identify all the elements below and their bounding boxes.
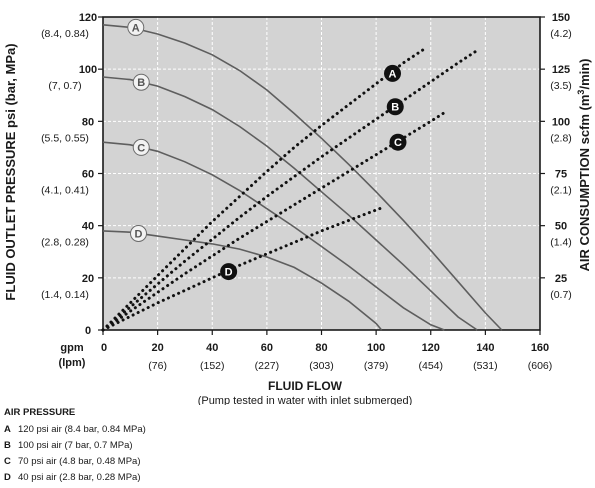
legend-key-c: C	[4, 456, 11, 467]
right-tick-sublabel-125: (3.5)	[550, 80, 572, 92]
right-tick-label-100: 100	[552, 116, 570, 128]
left-tick-label-20: 20	[82, 273, 94, 285]
pressure-marker-label-c: C	[137, 142, 145, 154]
pressure-curve-d	[102, 230, 383, 331]
right-axis-title-superscript: 3	[576, 90, 586, 95]
left-tick-label-40: 40	[82, 221, 94, 233]
x-tick-sublabel-140: (531)	[473, 360, 498, 372]
right-axis-title: AIR CONSUMPTION scfm (m3/min)	[576, 58, 592, 271]
pressure-marker-b	[132, 73, 150, 91]
legend-item-d: D 40 psi air (2.8 bar, 0.28 MPa)	[4, 470, 304, 486]
right-tick-sublabel-50: (1.4)	[550, 237, 572, 249]
x-unit-secondary: (lpm)	[59, 357, 86, 369]
pressure-marker-a	[127, 18, 145, 36]
right-axis-title-main: AIR CONSUMPTION scfm (m	[577, 95, 592, 272]
pressure-marker-label-d: D	[135, 228, 143, 240]
pump-performance-chart: 0 20 (1.4, 0.14) 40 (2.8, 0.28) 60 (4.1, 0.41)…	[3, 12, 592, 405]
air-marker-label-c: C	[394, 137, 402, 149]
x-tick-sublabel-160: (606)	[528, 360, 553, 372]
left-tick-sublabel-20: (1.4, 0.14)	[41, 289, 89, 301]
right-tick-label-125: 125	[552, 64, 570, 76]
right-tick-sublabel-25: (0.7)	[550, 289, 572, 301]
legend-key-d: D	[4, 472, 11, 483]
x-tick-sublabel-120: (454)	[418, 360, 443, 372]
air-marker-label-a: A	[389, 68, 397, 80]
x-axis-title: FLUID FLOW	[268, 379, 343, 393]
air-marker-label-d: D	[225, 267, 233, 279]
x-tick-sublabel-60: (227)	[255, 360, 280, 372]
x-tick-label-120: 120	[422, 342, 440, 354]
legend-item-a: A 120 psi air (8.4 bar, 0.84 MPa)	[4, 422, 304, 438]
x-tick-label-60: 60	[261, 342, 273, 354]
x-unit-primary: gpm	[60, 342, 83, 354]
legend-text-d: 40 psi air (2.8 bar, 0.28 MPa)	[18, 472, 141, 483]
right-tick-sublabel-150: (4.2)	[550, 28, 572, 40]
legend-item-b: B 100 psi air (7 bar, 0.7 MPa)	[4, 438, 304, 454]
right-tick-label-75: 75	[555, 169, 567, 181]
right-tick-sublabel-75: (2.1)	[550, 185, 572, 197]
air-curve-a	[101, 46, 427, 332]
x-tick-sublabel-40: (152)	[200, 360, 225, 372]
x-tick-label-140: 140	[476, 342, 494, 354]
x-tick-sublabel-20: (76)	[148, 360, 167, 372]
air-curve-c	[101, 109, 449, 332]
air-marker-a	[384, 64, 402, 82]
air-marker-c	[389, 133, 407, 151]
legend-key-b: B	[4, 440, 11, 451]
right-tick-label-150: 150	[552, 12, 570, 24]
air-marker-label-b: B	[391, 102, 399, 114]
pressure-marker-label-b: B	[137, 77, 145, 89]
left-tick-sublabel-100: (7, 0.7)	[48, 80, 81, 92]
left-tick-sublabel-60: (4.1, 0.41)	[41, 185, 89, 197]
legend-text-c: 70 psi air (4.8 bar, 0.48 MPa)	[18, 456, 141, 467]
x-tick-label-80: 80	[315, 342, 327, 354]
x-tick-label-20: 20	[152, 342, 164, 354]
x-tick-label-100: 100	[367, 342, 385, 354]
left-tick-label-100: 100	[79, 64, 97, 76]
left-tick-label-120: 120	[79, 12, 97, 24]
left-tick-label-60: 60	[82, 169, 94, 181]
left-tick-label-0: 0	[85, 325, 91, 337]
x-tick-label-0: 0	[101, 342, 107, 354]
right-tick-sublabel-100: (2.8)	[550, 132, 572, 144]
pressure-curve-a	[102, 24, 503, 331]
left-tick-sublabel-40: (2.8, 0.28)	[41, 237, 89, 249]
pressure-curve-c	[102, 141, 445, 331]
right-axis-title-unit: /min)	[577, 58, 592, 89]
air-curve-b	[101, 48, 479, 332]
pressure-marker-label-a: A	[132, 22, 140, 34]
legend-text-a: 120 psi air (8.4 bar, 0.84 MPa)	[18, 424, 146, 435]
legend-title: AIR PRESSURE	[4, 407, 76, 418]
air-marker-b	[386, 98, 404, 116]
legend-key-a: A	[4, 424, 11, 435]
right-tick-label-25: 25	[555, 273, 567, 285]
pressure-marker-d	[130, 224, 148, 242]
air-pressure-legend: AIR PRESSURE A 120 psi air (8.4 bar, 0.84…	[4, 407, 304, 486]
legend-text-b: 100 psi air (7 bar, 0.7 MPa)	[18, 440, 133, 451]
pressure-curve-b	[102, 76, 478, 331]
air-curve-d	[101, 206, 384, 332]
x-tick-sublabel-80: (303)	[309, 360, 334, 372]
air-marker-d	[220, 263, 238, 281]
pressure-marker-c	[132, 138, 150, 156]
left-tick-sublabel-80: (5.5, 0.55)	[41, 132, 89, 144]
left-tick-sublabel-120: (8.4, 0.84)	[41, 28, 89, 40]
x-tick-sublabel-100: (379)	[364, 360, 389, 372]
legend-item-c: C 70 psi air (4.8 bar, 0.48 MPa)	[4, 454, 304, 470]
x-tick-label-40: 40	[206, 342, 218, 354]
x-tick-label-160: 160	[531, 342, 549, 354]
right-tick-label-50: 50	[555, 221, 567, 233]
left-tick-label-80: 80	[82, 116, 94, 128]
x-axis-subtitle: (Pump tested in water with inlet submerg…	[198, 395, 413, 405]
left-axis-title: FLUID OUTLET PRESSURE psi (bar, MPa)	[3, 43, 18, 300]
